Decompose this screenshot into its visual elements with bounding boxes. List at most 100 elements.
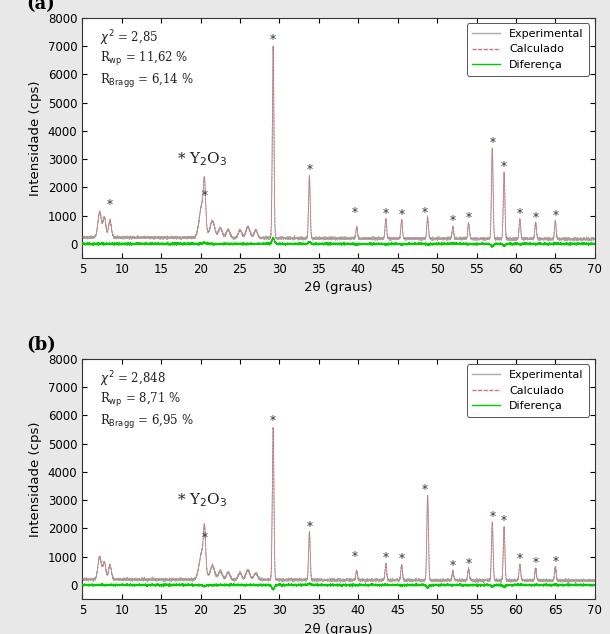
Experimental — [213, 573, 220, 580]
Calculado — [106, 219, 113, 226]
Experimental — [79, 576, 86, 583]
Experimental — [572, 579, 579, 587]
Calculado — [282, 235, 290, 242]
Legend: Experimental, Calculado, Diferença: Experimental, Calculado, Diferença — [467, 365, 589, 417]
Text: *: * — [270, 415, 276, 428]
Text: *: * — [533, 557, 539, 570]
Diferença — [282, 240, 290, 248]
Text: *: * — [306, 164, 312, 177]
Text: *: * — [422, 484, 428, 497]
Diferença — [425, 241, 432, 249]
Calculado — [106, 563, 113, 571]
Experimental — [270, 424, 277, 432]
Text: $\chi^2$ = 2,848: $\chi^2$ = 2,848 — [100, 370, 166, 389]
Text: *: * — [201, 532, 207, 545]
Calculado — [327, 576, 334, 584]
Calculado — [591, 577, 598, 585]
Calculado — [213, 230, 220, 237]
Text: *: * — [501, 515, 507, 528]
Text: *: * — [489, 138, 495, 150]
Text: *: * — [517, 208, 523, 221]
Diferença — [213, 240, 220, 247]
Diferença — [591, 581, 598, 589]
Diferença — [213, 581, 220, 589]
Line: Calculado: Calculado — [82, 46, 595, 239]
Diferença — [591, 240, 598, 247]
Text: *: * — [552, 555, 558, 569]
Text: *: * — [465, 557, 472, 571]
Calculado — [79, 233, 86, 241]
Text: R$_{\rm Bragg}$ = 6,95 %: R$_{\rm Bragg}$ = 6,95 % — [100, 413, 194, 431]
Diferença — [106, 581, 113, 589]
Text: $\chi^2$ = 2,85: $\chi^2$ = 2,85 — [100, 29, 159, 48]
Legend: Experimental, Calculado, Diferença: Experimental, Calculado, Diferença — [467, 23, 589, 75]
Text: *: * — [201, 190, 207, 203]
Text: *: * — [489, 511, 495, 524]
Text: (b): (b) — [26, 336, 56, 354]
Calculado — [270, 42, 277, 49]
Text: * Y$_2$O$_3$: * Y$_2$O$_3$ — [177, 150, 228, 168]
Experimental — [327, 577, 334, 585]
Text: *: * — [517, 553, 523, 566]
Experimental — [213, 230, 220, 237]
Text: *: * — [450, 215, 456, 228]
Experimental — [327, 236, 334, 243]
Text: *: * — [450, 560, 456, 573]
Calculado — [591, 235, 598, 243]
Diferença — [270, 234, 277, 242]
Text: *: * — [270, 34, 276, 47]
Diferença — [79, 581, 86, 589]
Text: R$_{\rm wp}$ = 8,71 %: R$_{\rm wp}$ = 8,71 % — [100, 391, 181, 410]
Text: *: * — [501, 161, 507, 174]
Text: *: * — [533, 212, 539, 224]
Text: *: * — [383, 552, 389, 565]
Text: *: * — [398, 209, 404, 223]
Diferença — [327, 581, 334, 589]
Diferença — [272, 581, 279, 589]
Experimental — [106, 564, 113, 571]
Line: Diferença: Diferença — [82, 238, 595, 247]
Text: *: * — [398, 553, 404, 566]
Experimental — [591, 577, 598, 585]
Calculado — [79, 576, 86, 583]
Diferença — [426, 583, 433, 591]
Line: Diferença: Diferença — [82, 583, 595, 590]
Experimental — [567, 237, 574, 245]
Experimental — [79, 233, 86, 241]
Text: *: * — [107, 200, 113, 212]
Text: *: * — [351, 550, 357, 564]
Line: Calculado: Calculado — [82, 427, 595, 581]
Diferença — [306, 579, 314, 586]
Text: *: * — [306, 521, 312, 534]
Calculado — [272, 234, 279, 242]
Text: (a): (a) — [26, 0, 55, 13]
Diferença — [79, 240, 86, 247]
Diferença — [272, 240, 279, 247]
Experimental — [425, 231, 432, 239]
Text: *: * — [383, 208, 389, 221]
Text: *: * — [422, 207, 428, 219]
Y-axis label: Intensidade (cps): Intensidade (cps) — [29, 80, 42, 196]
Calculado — [213, 572, 220, 579]
Diferença — [106, 240, 113, 248]
Line: Experimental: Experimental — [82, 428, 595, 583]
Calculado — [272, 576, 279, 583]
Experimental — [282, 235, 290, 243]
Experimental — [272, 576, 279, 583]
Y-axis label: Intensidade (cps): Intensidade (cps) — [29, 421, 42, 537]
Diferença — [327, 242, 334, 249]
Experimental — [106, 219, 113, 226]
Text: * Y$_2$O$_3$: * Y$_2$O$_3$ — [177, 491, 228, 509]
Calculado — [425, 560, 432, 568]
X-axis label: 2θ (graus): 2θ (graus) — [304, 281, 373, 294]
Text: *: * — [465, 212, 472, 225]
Experimental — [591, 235, 598, 243]
X-axis label: 2θ (graus): 2θ (graus) — [304, 623, 373, 634]
Diferença — [488, 243, 495, 251]
Calculado — [270, 424, 277, 431]
Line: Experimental: Experimental — [82, 46, 595, 241]
Experimental — [272, 235, 279, 242]
Text: *: * — [351, 207, 357, 219]
Calculado — [425, 231, 432, 238]
Calculado — [327, 235, 334, 242]
